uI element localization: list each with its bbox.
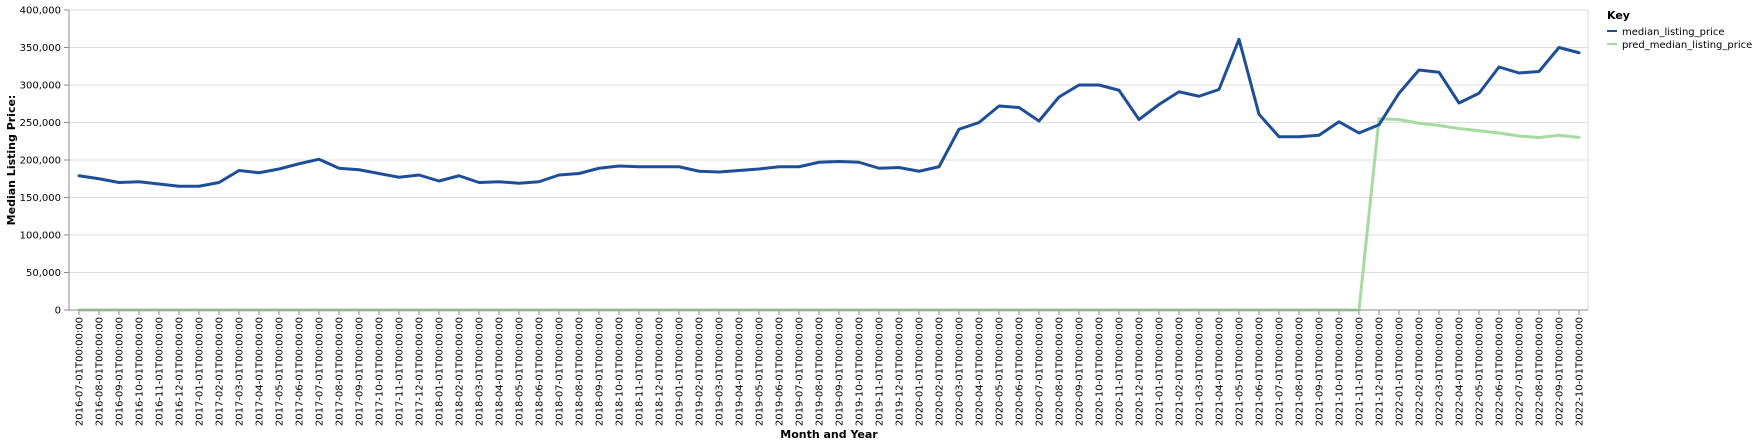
x-tick-label: 2020-02-01T00:00:00 xyxy=(935,317,946,426)
y-axis-ticks: 0 50,000 100,000 150,000 200,000 250,000 300,0… xyxy=(20,6,69,317)
x-tick-label: 2021-11-01T00:00:00 xyxy=(1355,317,1366,426)
x-tick-label: 2019-12-01T00:00:00 xyxy=(895,317,906,426)
x-axis-ticks: 2016-07-01T00:00:00 2016-08-01T00:00:00 20… xyxy=(75,310,1586,426)
x-tick-label: 2016-09-01T00:00:00 xyxy=(115,317,126,426)
x-tick-label: 2016-10-01T00:00:00 xyxy=(135,317,146,426)
x-tick-label: 2021-10-01T00:00:00 xyxy=(1335,317,1346,426)
legend-label-pred: pred_median_listing_price xyxy=(1622,40,1752,51)
x-tick-label: 2018-01-01T00:00:00 xyxy=(435,317,446,426)
x-tick-label: 2019-01-01T00:00:00 xyxy=(675,317,686,426)
x-tick-label: 2022-07-01T00:00:00 xyxy=(1515,317,1526,426)
x-tick-label: 2020-11-01T00:00:00 xyxy=(1115,317,1126,426)
y-tick-label: 200,000 xyxy=(20,156,61,167)
x-tick-label: 2018-07-01T00:00:00 xyxy=(555,317,566,426)
x-tick-label: 2021-12-01T00:00:00 xyxy=(1375,317,1386,426)
x-tick-label: 2016-08-01T00:00:00 xyxy=(95,317,106,426)
x-tick-label: 2019-04-01T00:00:00 xyxy=(735,317,746,426)
x-tick-label: 2022-09-01T00:00:00 xyxy=(1555,317,1566,426)
y-tick-label: 50,000 xyxy=(26,268,61,279)
x-tick-label: 2022-10-01T00:00:00 xyxy=(1575,317,1586,426)
x-tick-label: 2019-06-01T00:00:00 xyxy=(775,317,786,426)
x-tick-label: 2018-06-01T00:00:00 xyxy=(535,317,546,426)
x-tick-label: 2018-10-01T00:00:00 xyxy=(615,317,626,426)
x-tick-label: 2022-04-01T00:00:00 xyxy=(1455,317,1466,426)
x-tick-label: 2016-07-01T00:00:00 xyxy=(75,317,86,426)
x-tick-label: 2022-05-01T00:00:00 xyxy=(1475,317,1486,426)
x-tick-label: 2020-05-01T00:00:00 xyxy=(995,317,1006,426)
x-tick-label: 2019-07-01T00:00:00 xyxy=(795,317,806,426)
x-tick-label: 2021-08-01T00:00:00 xyxy=(1295,317,1306,426)
x-tick-label: 2019-10-01T00:00:00 xyxy=(855,317,866,426)
x-tick-label: 2020-08-01T00:00:00 xyxy=(1055,317,1066,426)
y-tick-label: 150,000 xyxy=(20,193,61,204)
x-tick-label: 2020-09-01T00:00:00 xyxy=(1075,317,1086,426)
x-tick-label: 2018-05-01T00:00:00 xyxy=(515,317,526,426)
x-tick-label: 2018-03-01T00:00:00 xyxy=(475,317,486,426)
x-tick-label: 2019-09-01T00:00:00 xyxy=(835,317,846,426)
x-tick-label: 2017-02-01T00:00:00 xyxy=(215,317,226,426)
x-tick-label: 2018-12-01T00:00:00 xyxy=(655,317,666,426)
x-tick-label: 2022-01-01T00:00:00 xyxy=(1395,317,1406,426)
x-tick-label: 2020-07-01T00:00:00 xyxy=(1035,317,1046,426)
x-tick-label: 2017-11-01T00:00:00 xyxy=(395,317,406,426)
x-tick-label: 2017-10-01T00:00:00 xyxy=(375,317,386,426)
x-tick-label: 2020-06-01T00:00:00 xyxy=(1015,317,1026,426)
x-tick-label: 2022-06-01T00:00:00 xyxy=(1495,317,1506,426)
legend-label-median: median_listing_price xyxy=(1622,27,1725,38)
x-tick-label: 2016-11-01T00:00:00 xyxy=(155,317,166,426)
y-tick-label: 250,000 xyxy=(20,118,61,129)
x-tick-label: 2022-08-01T00:00:00 xyxy=(1535,317,1546,426)
x-tick-label: 2017-05-01T00:00:00 xyxy=(275,317,286,426)
x-tick-label: 2018-08-01T00:00:00 xyxy=(575,317,586,426)
y-tick-label: 0 xyxy=(55,306,61,317)
x-tick-label: 2020-10-01T00:00:00 xyxy=(1095,317,1106,426)
x-tick-label: 2021-04-01T00:00:00 xyxy=(1215,317,1226,426)
x-tick-label: 2018-04-01T00:00:00 xyxy=(495,317,506,426)
grid-lines xyxy=(69,9,1588,311)
x-tick-label: 2019-08-01T00:00:00 xyxy=(815,317,826,426)
x-tick-label: 2019-03-01T00:00:00 xyxy=(715,317,726,426)
legend: Key median_listing_price pred_median_lis… xyxy=(1607,9,1752,51)
x-tick-label: 2017-12-01T00:00:00 xyxy=(415,317,426,426)
x-tick-label: 2021-05-01T00:00:00 xyxy=(1235,317,1246,426)
x-axis-title: Month and Year xyxy=(780,428,878,441)
x-tick-label: 2016-12-01T00:00:00 xyxy=(175,317,186,426)
y-tick-label: 300,000 xyxy=(20,81,61,92)
series-lines xyxy=(77,37,1581,312)
x-tick-label: 2017-06-01T00:00:00 xyxy=(295,317,306,426)
x-tick-label: 2017-03-01T00:00:00 xyxy=(235,317,246,426)
x-tick-label: 2020-04-01T00:00:00 xyxy=(975,317,986,426)
x-tick-label: 2018-09-01T00:00:00 xyxy=(595,317,606,426)
y-tick-label: 100,000 xyxy=(20,231,61,242)
legend-title: Key xyxy=(1607,9,1630,22)
x-tick-label: 2017-01-01T00:00:00 xyxy=(195,317,206,426)
x-tick-label: 2021-02-01T00:00:00 xyxy=(1175,317,1186,426)
x-tick-label: 2017-08-01T00:00:00 xyxy=(335,317,346,426)
x-tick-label: 2021-07-01T00:00:00 xyxy=(1275,317,1286,426)
x-tick-label: 2021-01-01T00:00:00 xyxy=(1155,317,1166,426)
series-line-median-listing-price xyxy=(77,37,1581,188)
y-tick-label: 350,000 xyxy=(20,43,61,54)
x-tick-label: 2019-02-01T00:00:00 xyxy=(695,317,706,426)
y-axis-title: Median Listing Price: xyxy=(5,95,18,226)
x-tick-label: 2017-09-01T00:00:00 xyxy=(355,317,366,426)
x-tick-label: 2017-04-01T00:00:00 xyxy=(255,317,266,426)
x-tick-label: 2019-05-01T00:00:00 xyxy=(755,317,766,426)
x-tick-label: 2019-11-01T00:00:00 xyxy=(875,317,886,426)
x-tick-label: 2018-11-01T00:00:00 xyxy=(635,317,646,426)
x-tick-label: 2021-09-01T00:00:00 xyxy=(1315,317,1326,426)
x-tick-label: 2021-06-01T00:00:00 xyxy=(1255,317,1266,426)
x-tick-label: 2017-07-01T00:00:00 xyxy=(315,317,326,426)
series-line-pred-median-listing-price xyxy=(77,117,1581,312)
x-tick-label: 2022-03-01T00:00:00 xyxy=(1435,317,1446,426)
x-tick-label: 2020-12-01T00:00:00 xyxy=(1135,317,1146,426)
x-tick-label: 2020-01-01T00:00:00 xyxy=(915,317,926,426)
x-tick-label: 2021-03-01T00:00:00 xyxy=(1195,317,1206,426)
x-tick-label: 2022-02-01T00:00:00 xyxy=(1415,317,1426,426)
x-tick-label: 2018-02-01T00:00:00 xyxy=(455,317,466,426)
y-tick-label: 400,000 xyxy=(20,6,61,17)
x-tick-label: 2020-03-01T00:00:00 xyxy=(955,317,966,426)
